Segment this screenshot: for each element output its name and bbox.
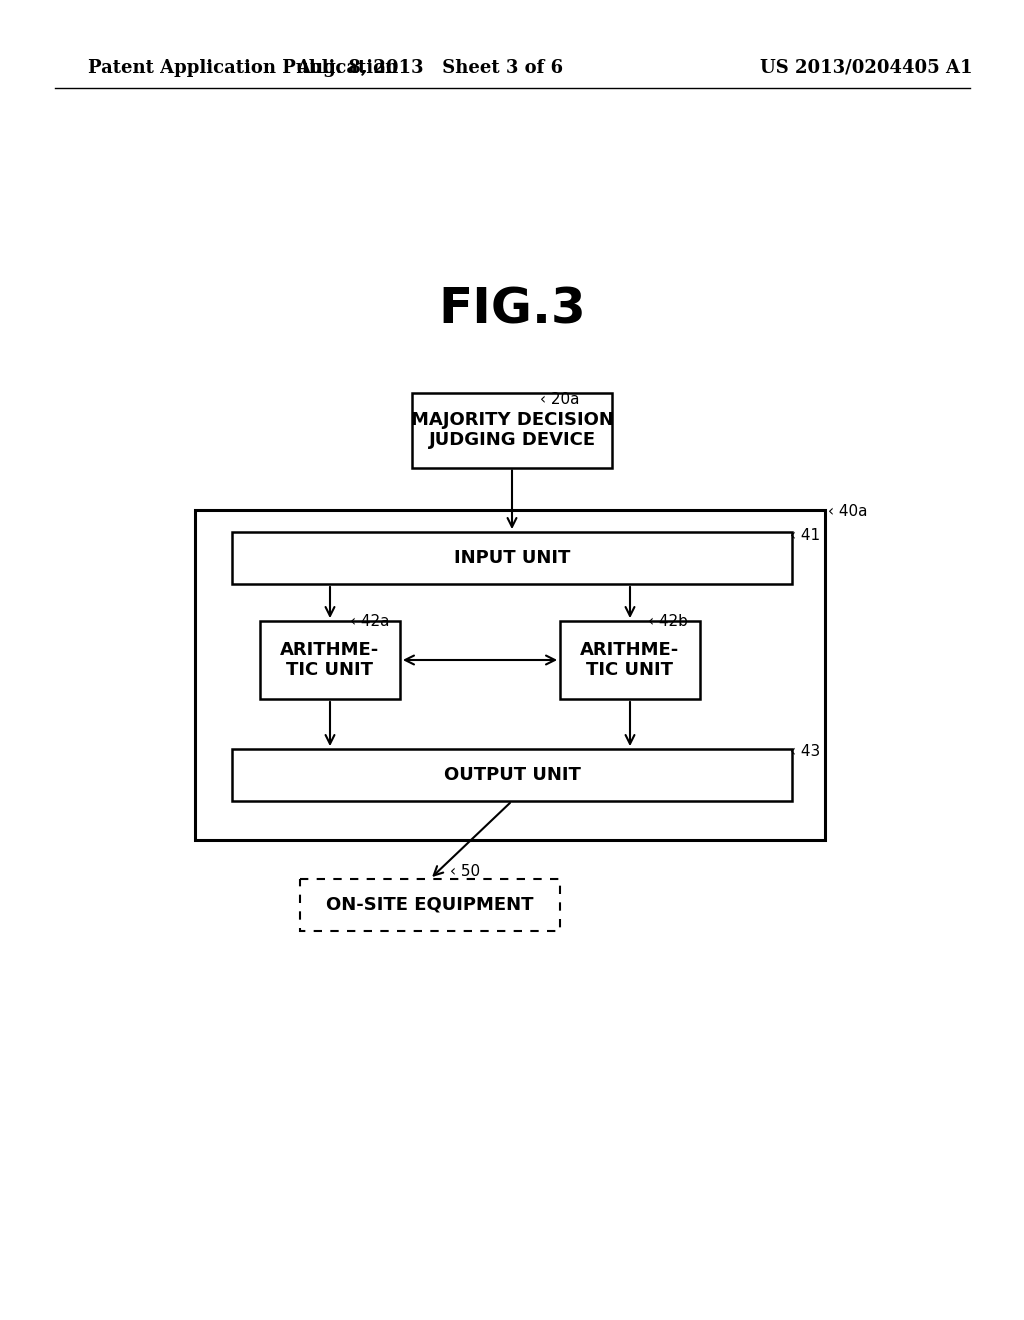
Text: ‹ 43: ‹ 43 [790, 744, 820, 759]
Bar [412, 392, 612, 467]
Bar [260, 620, 400, 700]
Bar [300, 879, 560, 931]
Bar [560, 620, 700, 700]
Text: OUTPUT UNIT: OUTPUT UNIT [443, 766, 581, 784]
Text: ARITHME-
TIC UNIT: ARITHME- TIC UNIT [581, 640, 680, 680]
Text: ‹ 42b: ‹ 42b [648, 615, 688, 630]
Text: FIG.3: FIG.3 [438, 286, 586, 334]
Bar [195, 510, 825, 840]
Text: ARITHME-
TIC UNIT: ARITHME- TIC UNIT [281, 640, 380, 680]
Text: ‹ 41: ‹ 41 [790, 528, 820, 544]
Text: ‹ 20a: ‹ 20a [540, 392, 580, 408]
Text: MAJORITY DECISION
JUDGING DEVICE: MAJORITY DECISION JUDGING DEVICE [411, 411, 613, 449]
Text: INPUT UNIT: INPUT UNIT [454, 549, 570, 568]
Text: Aug. 8, 2013   Sheet 3 of 6: Aug. 8, 2013 Sheet 3 of 6 [296, 59, 563, 77]
Bar [232, 748, 792, 801]
Text: US 2013/0204405 A1: US 2013/0204405 A1 [760, 59, 973, 77]
Text: ‹ 42a: ‹ 42a [350, 615, 389, 630]
Text: ON-SITE EQUIPMENT: ON-SITE EQUIPMENT [327, 896, 534, 913]
Text: ‹ 40a: ‹ 40a [828, 504, 867, 520]
Text: Patent Application Publication: Patent Application Publication [88, 59, 398, 77]
Text: ‹ 50: ‹ 50 [450, 865, 480, 879]
Bar [232, 532, 792, 583]
